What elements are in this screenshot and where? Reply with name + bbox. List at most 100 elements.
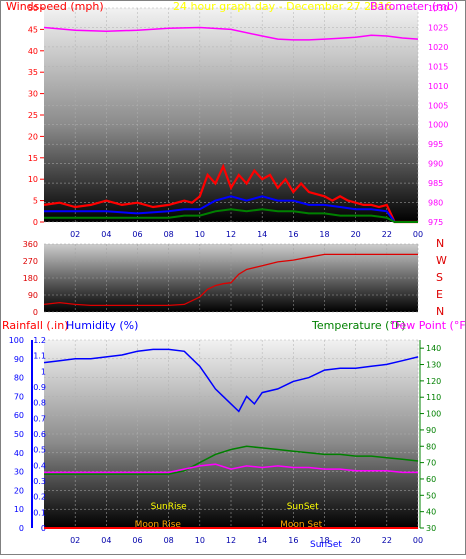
sun-annotation: SunSet (287, 502, 319, 512)
baro-tick-label: 975 (428, 218, 443, 227)
compass-label: N (436, 305, 444, 318)
temperature-right-axis: 30 40 50 60 70 80 90 100 110 120 130 140 (420, 344, 441, 533)
rain-tick-label: 1 (41, 367, 46, 376)
wind-x-tick-label: 22 (382, 230, 392, 239)
wind-x-tick-label: 00 (413, 230, 423, 239)
rain-tick-label: 0.9 (33, 383, 46, 392)
rain-tick-label: 0.6 (33, 430, 46, 439)
wind-x-tick-label: 06 (132, 230, 142, 239)
humidity-grid (44, 339, 419, 529)
rain-tick-label: 0.8 (33, 399, 46, 408)
temperature-tick-label: 100 (426, 410, 441, 419)
humidity-tick-label: 80 (14, 374, 24, 383)
wind-x-axis: 02 04 06 08 10 12 14 16 18 20 22 00 (70, 230, 423, 239)
direction-tick-label: 360 (23, 240, 38, 249)
direction-tick-label: 270 (23, 257, 38, 266)
humidity-x-tick-label: 10 (195, 536, 205, 545)
direction-series (43, 253, 418, 307)
wind-tick-label: 20 (28, 132, 38, 141)
temperature-tick-label: 120 (426, 377, 441, 386)
baro-tick-label: 1015 (428, 62, 448, 71)
compass-label: S (436, 271, 443, 284)
chart-title: 24 hour graph day - December 27 2016 (173, 0, 392, 13)
humidity-x-tick-label: 02 (70, 536, 80, 545)
gust-line (43, 163, 418, 224)
temperature-tick-label: 90 (426, 426, 436, 435)
compass-label: E (436, 288, 443, 301)
compass-label: W (436, 254, 447, 267)
temperature-tick-label: 130 (426, 361, 441, 370)
wind-x-tick-label: 14 (257, 230, 267, 239)
baro-tick-label: 1000 (428, 121, 448, 130)
temp-line (44, 445, 419, 475)
wind-tick-label: 45 (28, 25, 38, 34)
temperature-tick-label: 60 (426, 475, 436, 484)
humidity-x-tick-label: 14 (257, 536, 267, 545)
moon-annotation: Moon Rise (135, 520, 182, 530)
wind-tick-label: 50 (28, 4, 38, 13)
rain-tick-label: 0 (41, 524, 46, 533)
barometer-axis-label: Barometer (mb) (370, 0, 458, 13)
wind-tick-label: 15 (28, 154, 38, 163)
rainfall-axis: 0 0.1 0.2 0.3 0.4 0.5 0.6 0.7 0.8 0.9 1 1.1 1.2 (33, 336, 46, 533)
direction-tick-label: 0 (33, 308, 38, 317)
humidity-x-tick-label: 18 (319, 536, 329, 545)
wind-tick-label: 30 (28, 90, 38, 99)
temperature-tick-label: 40 (426, 508, 436, 517)
baro-tick-label: 1030 (428, 4, 448, 13)
wind-x-tick-label: 02 (70, 230, 80, 239)
wind-line (44, 195, 418, 223)
humidity-tick-label: 20 (14, 486, 24, 495)
humidity-line (43, 348, 419, 413)
windspeed-axis-label: Windspeed (mph) (6, 0, 104, 13)
footer-sunset-label: SunSet (310, 540, 342, 550)
wind-direction-line (43, 253, 418, 307)
dew-point-axis-label: Dew Point (°F) (391, 319, 466, 332)
baro-tick-label: 980 (428, 199, 443, 208)
rain-tick-label: 1.1 (33, 352, 46, 361)
rain-tick-label: 1.2 (33, 336, 46, 345)
rain-tick-label: 0.2 (33, 493, 46, 502)
humidity-x-tick-label: 16 (288, 536, 298, 545)
wind-x-tick-label: 18 (319, 230, 329, 239)
wind_green-line (44, 208, 418, 223)
temperature-axis-label: Temperature (°F) (311, 319, 406, 332)
wind-tick-label: 25 (28, 111, 38, 120)
rain-tick-label: 0.7 (33, 414, 46, 423)
baro-tick-label: 995 (428, 140, 443, 149)
wind-x-tick-label: 20 (351, 230, 361, 239)
humidity-x-tick-label: 06 (132, 536, 142, 545)
wind-tick-label: 35 (28, 68, 38, 77)
wind-tick-label: 40 (28, 47, 38, 56)
humidity-x-axis: 02 04 06 08 10 12 14 16 18 20 22 00 (70, 536, 423, 545)
rain-tick-label: 0.5 (33, 446, 46, 455)
humidity-tick-label: 10 (14, 505, 24, 514)
humidity-axis-label: Humidity (%) (66, 319, 138, 332)
humidity-tick-label: 40 (14, 449, 24, 458)
humidity-x-tick-label: 22 (382, 536, 392, 545)
humidity-tick-label: 50 (14, 430, 24, 439)
wind-x-tick-label: 12 (226, 230, 236, 239)
direction-left-axis: 0 90 180 270 360 (23, 240, 38, 317)
baro-tick-label: 1010 (428, 82, 448, 91)
sun-moon-annotations: SunRise SunSet Moon Rise Moon Set (135, 502, 323, 530)
baro-tick-label: 1020 (428, 43, 448, 52)
wind-x-tick-label: 16 (288, 230, 298, 239)
humidity-x-tick-label: 20 (351, 536, 361, 545)
humidity-x-tick-label: 08 (164, 536, 174, 545)
baro-tick-label: 990 (428, 160, 443, 169)
direction-grid (44, 243, 419, 313)
baro-tick-label: 985 (428, 179, 443, 188)
temperature-tick-label: 80 (426, 442, 436, 451)
humidity-tick-label: 90 (14, 355, 24, 364)
baro-line (43, 26, 419, 41)
wind-x-tick-label: 04 (101, 230, 111, 239)
temperature-tick-label: 140 (426, 344, 441, 353)
humidity-tick-label: 30 (14, 468, 24, 477)
direction-tick-label: 90 (28, 291, 38, 300)
humidity-temperature-series (43, 348, 419, 529)
baro-tick-label: 1005 (428, 101, 448, 110)
